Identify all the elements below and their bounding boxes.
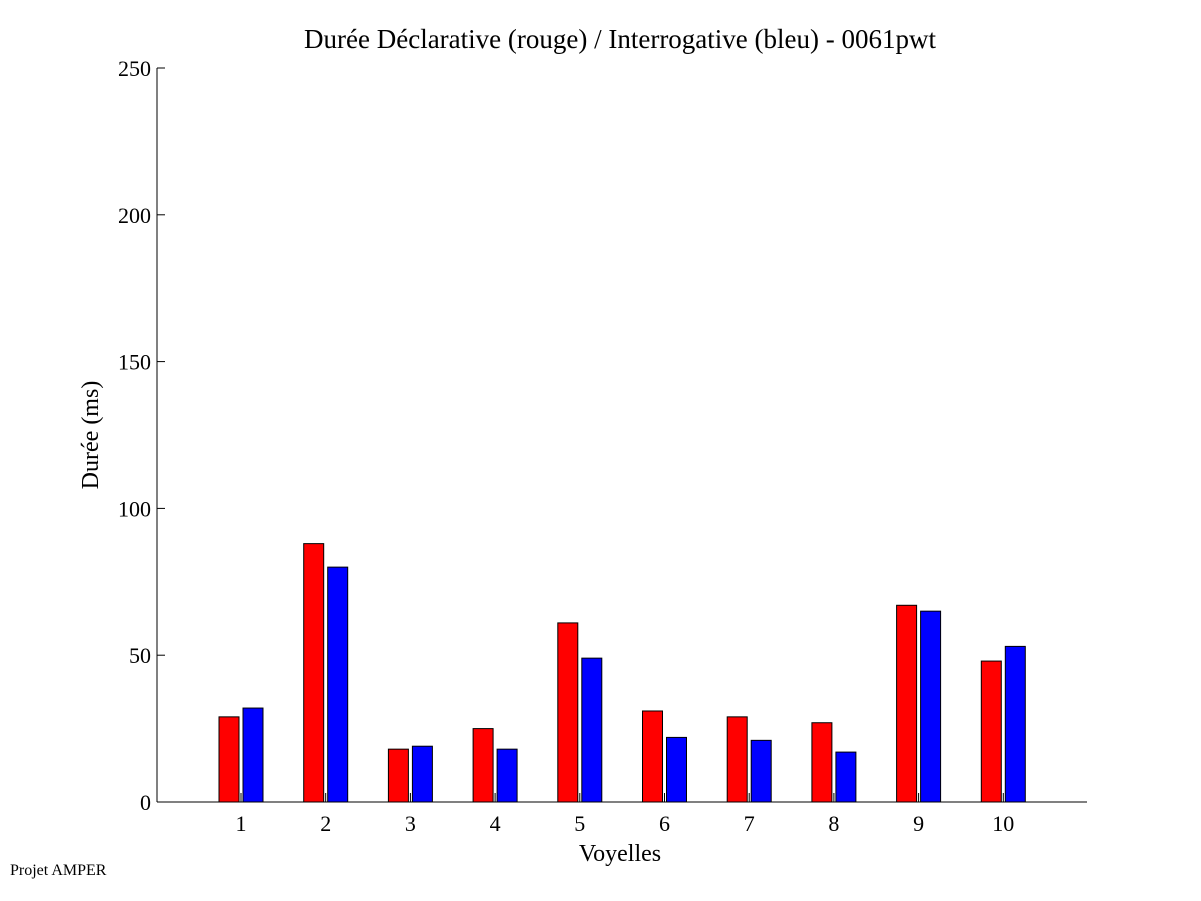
bar-series-2-voyelle-5 [581,657,603,803]
bar-series-2-voyelle-10 [1004,645,1026,803]
x-tick-label: 3 [405,811,416,836]
x-tick-label: 5 [574,811,585,836]
bar-series-1-voyelle-8 [811,722,833,803]
bar-series-2-voyelle-4 [496,748,518,803]
bar-series-2-voyelle-9 [920,610,942,803]
y-tick-label: 200 [118,203,151,228]
x-tick-label: 1 [236,811,247,836]
bar-series-1-voyelle-7 [726,716,748,803]
footer-note: Projet AMPER [10,862,107,879]
bar-series-1-voyelle-2 [303,543,325,803]
bar-series-2-voyelle-8 [835,751,857,803]
bar-series-1-voyelle-6 [642,710,663,803]
x-tick-label: 9 [913,811,924,836]
x-tick-label: 2 [320,811,331,836]
bars [218,543,1026,803]
bar-series-2-voyelle-3 [411,745,433,803]
x-tick-label: 8 [828,811,839,836]
y-tick-label: 100 [118,496,151,521]
bar-series-2-voyelle-2 [327,566,349,803]
bar-series-1-voyelle-1 [218,716,240,803]
y-tick-label: 0 [140,790,151,815]
bar-series-1-voyelle-3 [387,748,409,803]
bar-series-2-voyelle-7 [750,739,772,803]
chart-title: Durée Déclarative (rouge) / Interrogativ… [304,24,936,54]
y-tick-label: 250 [118,56,151,81]
bar-series-1-voyelle-5 [557,622,579,803]
x-tick-label: 10 [992,811,1014,836]
x-tick-label: 6 [659,811,670,836]
bar-series-1-voyelle-9 [896,604,918,803]
bar-series-2-voyelle-1 [242,707,264,803]
x-tick-label: 7 [744,811,755,836]
y-tick-label: 50 [129,643,151,668]
bar-series-1-voyelle-10 [980,660,1002,803]
y-tick-label: 150 [118,350,151,375]
bar-series-2-voyelle-6 [666,736,687,803]
axes: 0 50 100 150 200 250 1 2 3 4 5 6 7 8 9 10 [118,56,1087,836]
bar-series-1-voyelle-4 [472,728,494,803]
x-axis-label: Voyelles [579,841,661,867]
y-axis-label: Durée (ms) [78,381,104,490]
x-tick-label: 4 [490,811,501,836]
